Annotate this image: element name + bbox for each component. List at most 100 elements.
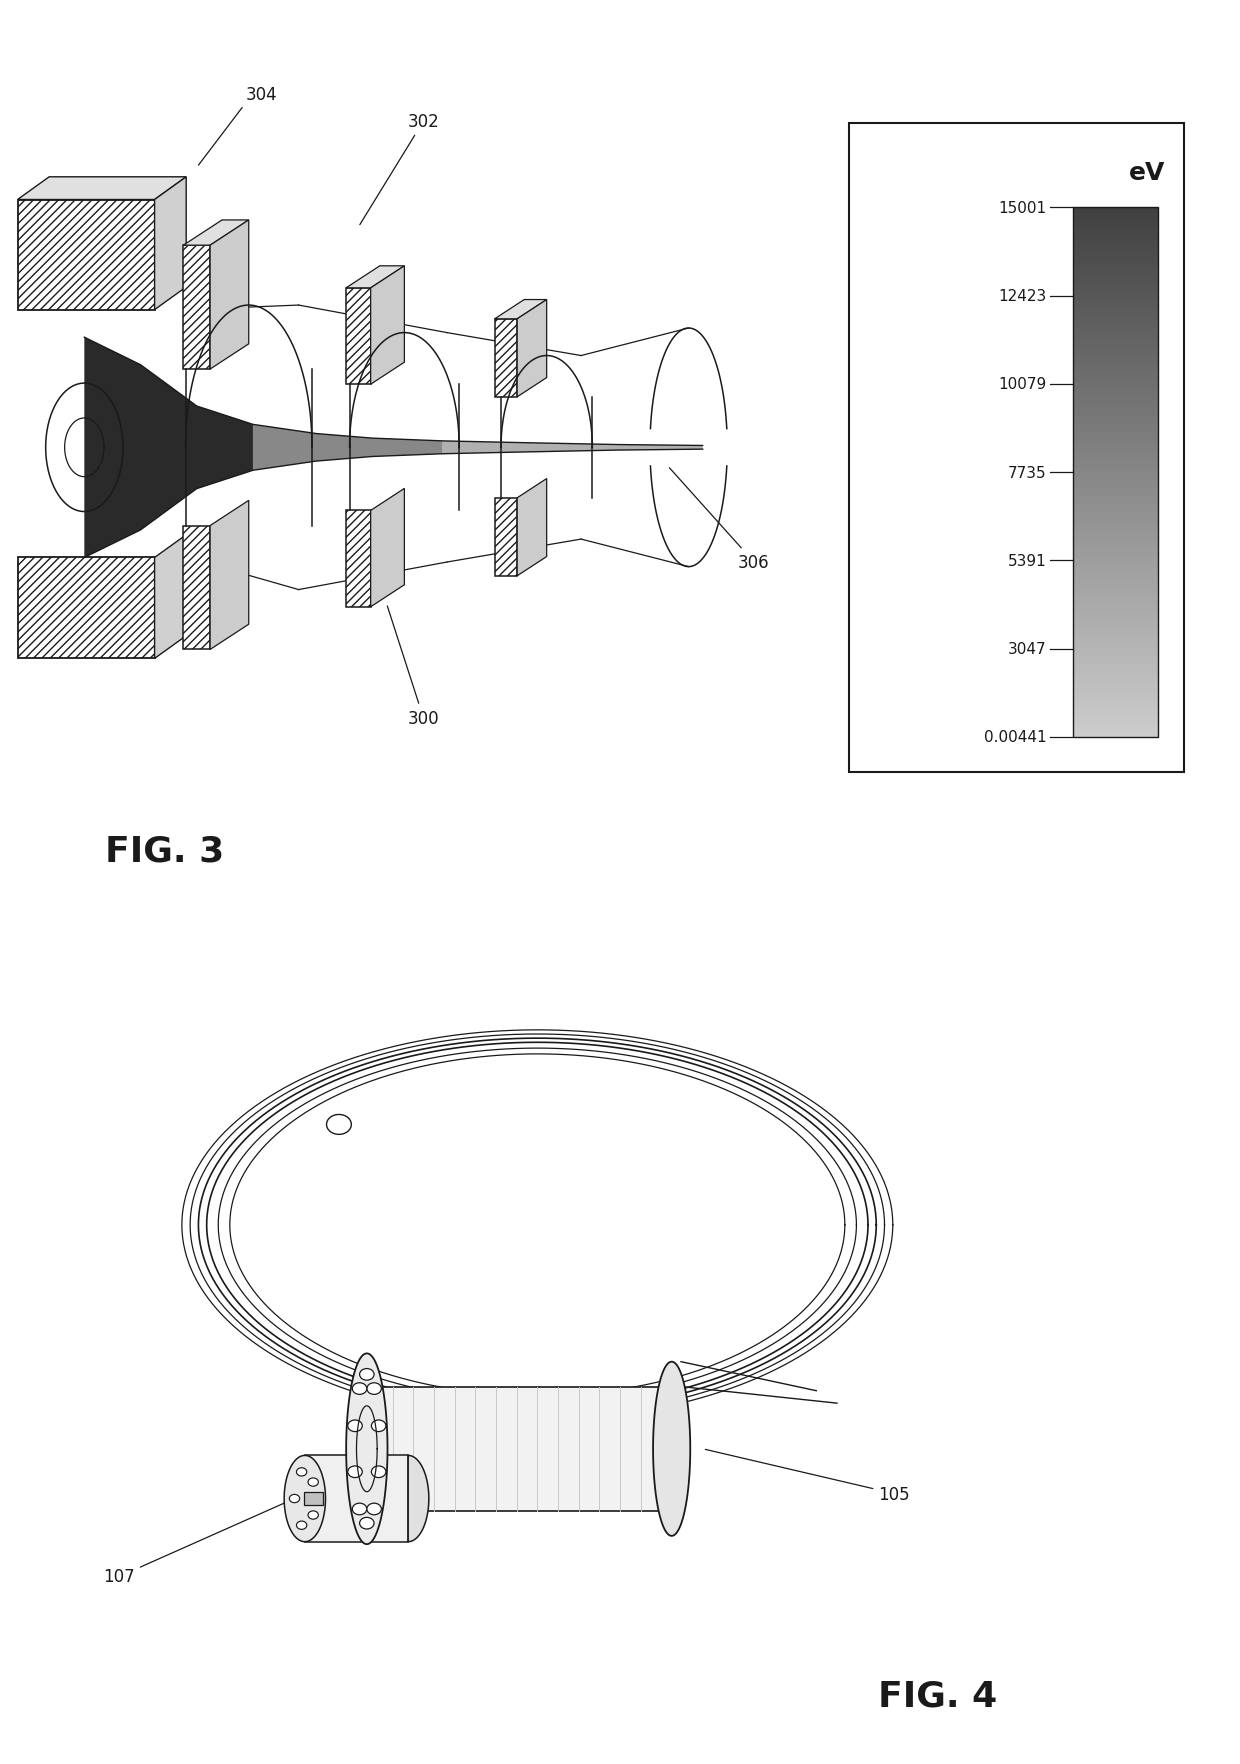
Bar	[1073, 505, 1158, 506]
Bar	[1073, 277, 1158, 279]
Bar	[1073, 690, 1158, 691]
Bar	[1073, 415, 1158, 416]
Text: FIG. 4: FIG. 4	[878, 1679, 998, 1713]
Bar	[1073, 314, 1158, 316]
Polygon shape	[184, 245, 210, 370]
Bar	[1073, 473, 1158, 475]
Polygon shape	[408, 1455, 429, 1542]
Bar	[1073, 326, 1158, 330]
Bar	[1073, 644, 1158, 647]
Bar	[1073, 538, 1158, 542]
Bar	[1073, 250, 1158, 252]
Bar	[1073, 642, 1158, 644]
Text: 0.00441: 0.00441	[983, 730, 1047, 744]
Bar	[1073, 282, 1158, 284]
Bar	[1073, 300, 1158, 303]
Bar	[1073, 319, 1158, 321]
Bar	[1073, 520, 1158, 522]
Bar	[1073, 374, 1158, 377]
Bar	[1073, 310, 1158, 314]
Bar	[1073, 342, 1158, 346]
Bar	[1073, 480, 1158, 483]
Polygon shape	[284, 1455, 325, 1542]
Bar	[1073, 261, 1158, 263]
Polygon shape	[346, 1353, 387, 1544]
Bar	[1073, 591, 1158, 594]
Bar	[1073, 478, 1158, 480]
Bar	[1073, 653, 1158, 654]
Polygon shape	[184, 526, 210, 651]
Bar	[1073, 485, 1158, 489]
Text: 10079: 10079	[998, 377, 1047, 392]
Bar	[1073, 612, 1158, 616]
Bar	[1073, 356, 1158, 358]
Bar	[1073, 335, 1158, 337]
Bar	[1073, 727, 1158, 729]
Bar	[1073, 707, 1158, 711]
Bar	[1073, 564, 1158, 568]
Bar	[1073, 697, 1158, 700]
Bar	[1073, 395, 1158, 399]
Bar	[1073, 676, 1158, 679]
Bar	[1073, 617, 1158, 621]
Text: 105: 105	[706, 1450, 910, 1503]
Polygon shape	[372, 1387, 661, 1512]
Text: 302: 302	[360, 113, 439, 226]
Bar	[1073, 258, 1158, 261]
Polygon shape	[155, 178, 186, 310]
Circle shape	[360, 1369, 374, 1381]
Bar	[1073, 633, 1158, 637]
Bar	[1073, 483, 1158, 485]
Polygon shape	[371, 266, 404, 385]
Bar	[1073, 695, 1158, 697]
Text: 15001: 15001	[998, 201, 1047, 215]
Bar	[1073, 452, 1158, 453]
Bar	[1073, 245, 1158, 247]
Bar	[1073, 263, 1158, 266]
Bar	[1073, 340, 1158, 342]
Bar	[1073, 295, 1158, 298]
Bar	[1073, 436, 1158, 437]
Bar	[1073, 568, 1158, 570]
Bar	[1073, 490, 1158, 494]
Bar	[1073, 512, 1158, 515]
Polygon shape	[155, 536, 186, 660]
Bar	[1073, 379, 1158, 383]
Bar	[1073, 425, 1158, 427]
Bar	[1073, 469, 1158, 473]
Bar	[1073, 385, 1158, 388]
Circle shape	[352, 1383, 367, 1395]
Circle shape	[347, 1466, 362, 1478]
Polygon shape	[346, 289, 371, 385]
Bar	[1073, 430, 1158, 432]
Circle shape	[352, 1503, 367, 1515]
Bar	[1073, 536, 1158, 538]
Circle shape	[347, 1420, 362, 1432]
Bar	[1073, 718, 1158, 721]
Bar	[1073, 213, 1158, 215]
Bar	[1073, 383, 1158, 385]
Circle shape	[367, 1383, 382, 1395]
Bar	[1073, 489, 1158, 490]
Bar	[1073, 420, 1158, 422]
Polygon shape	[346, 512, 371, 607]
Bar	[1073, 602, 1158, 605]
Polygon shape	[84, 339, 253, 557]
Bar	[1073, 346, 1158, 348]
Bar	[1073, 549, 1158, 552]
Bar	[1073, 570, 1158, 573]
Bar	[1073, 309, 1158, 310]
Bar	[1073, 616, 1158, 617]
Bar	[1073, 467, 1158, 469]
Bar	[1073, 351, 1158, 353]
Bar	[1073, 515, 1158, 517]
Circle shape	[296, 1468, 306, 1476]
Bar	[1073, 372, 1158, 374]
Polygon shape	[495, 319, 517, 397]
Bar	[1073, 639, 1158, 642]
Bar	[1073, 208, 1158, 210]
Bar	[1073, 494, 1158, 496]
Bar	[1073, 547, 1158, 549]
Polygon shape	[17, 557, 155, 660]
Bar	[1073, 610, 1158, 612]
